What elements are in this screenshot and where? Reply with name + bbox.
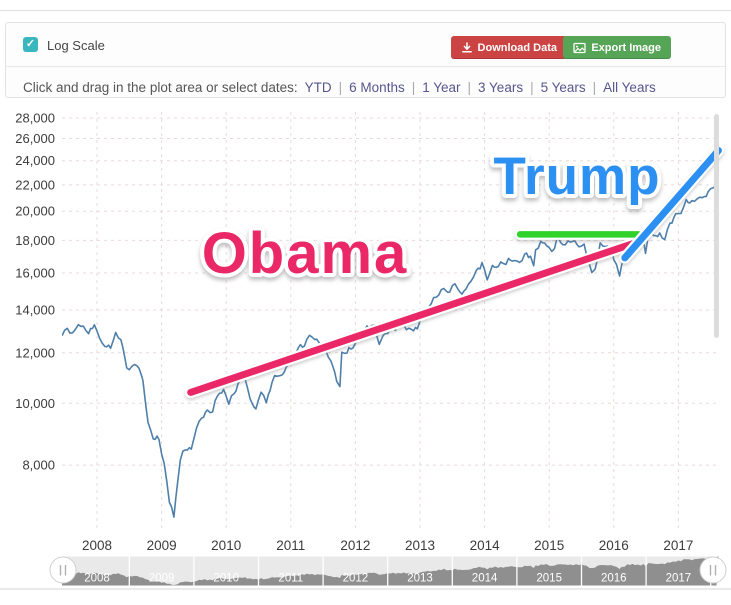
x-axis-label: 2015 [534,538,564,553]
download-icon [461,41,472,53]
range-link-6-months[interactable]: 6 Months [349,80,405,95]
navigator-area[interactable] [62,556,719,586]
navigator-year-label: 2013 [407,573,433,585]
range-link-all-years[interactable]: All Years [603,80,656,95]
log-scale-checkbox[interactable]: ✓ [23,37,38,52]
y-axis-label: 26,000 [15,131,55,146]
range-link-1-year[interactable]: 1 Year [422,80,461,95]
x-axis-label: 2008 [82,538,112,553]
range-links: YTD | 6 Months | 1 Year | 3 Years | 5 Years | All … [305,80,656,95]
log-scale-label: Log Scale [47,38,105,53]
x-axis-label: 2014 [470,538,501,553]
export-image-icon [573,42,586,53]
date-range-row: Click and drag in the plot area or selec… [23,80,656,95]
obama-trend-line-stroke [187,240,637,396]
navigator-year-label: 2017 [666,573,692,585]
trump-label: Trump [494,147,661,206]
obama-trend-line [184,237,639,399]
navigator-handle-right[interactable] [699,556,727,584]
y-axis-label: 16,000 [15,266,55,281]
y-axis-label: 18,000 [15,233,55,248]
chart-canvas: 8,000 10,000 12,000 14,000 16,000 18,000 20,00… [0,100,731,600]
navigator-year-label: 2012 [343,573,369,585]
x-axis-label: 2009 [147,538,177,553]
x-axis-label: 2013 [405,538,435,553]
y-axis-label: 12,000 [15,345,55,360]
x-axis-label: 2017 [663,538,693,553]
download-data-button[interactable]: Download Data [450,36,567,59]
y-axis-label: 28,000 [15,111,55,126]
link-separator: | [467,80,472,95]
trump-trend-line-stroke [621,147,722,262]
range-link-3-years[interactable]: 3 Years [478,80,524,95]
stock-chart: 8,000 10,000 12,000 14,000 16,000 18,000 20,00… [0,111,731,590]
date-instruction: Click and drag in the plot area or selec… [23,80,298,95]
navigator-year-label: 2008 [84,573,110,585]
navigator-year-label: 2014 [472,573,498,585]
x-axis-label: 2016 [599,538,629,553]
x-axis-label: 2011 [276,538,305,553]
link-separator: | [338,80,343,95]
link-separator: | [530,80,534,95]
y-axis-label: 24,000 [15,153,55,168]
y-axis-label: 20,000 [15,204,55,219]
range-link-ytd[interactable]: YTD [304,80,332,95]
y-axis-label: 22,000 [15,177,55,192]
navigator-year-label: 2011 [278,573,303,585]
navigator-year-label: 2009 [149,573,175,585]
top-border [0,10,731,11]
export-image-button[interactable]: Export Image [563,36,671,59]
panel-divider [6,66,725,67]
y-axis-label: 10,000 [15,396,55,411]
scrollbar-thumb[interactable] [714,114,719,338]
trump-trend-line [619,144,725,264]
navigator-year-label: 2016 [601,573,627,585]
link-separator: | [411,80,416,95]
control-panel: ✓ Log Scale Download Data Export Image C… [5,22,726,98]
x-axis-label: 2012 [340,538,370,553]
navigator-handle-left[interactable] [49,556,77,584]
export-image-label: Export Image [591,41,661,54]
download-data-label: Download Data [477,41,557,54]
obama-label: Obama [202,221,409,286]
y-axis-label: 14,000 [15,303,55,318]
range-link-5-years[interactable]: 5 Years [540,80,586,95]
x-axis-label: 2010 [211,538,241,553]
link-separator: | [592,80,597,95]
navigator-year-label: 2015 [536,573,562,585]
y-axis-label: 8,000 [22,458,55,473]
navigator-year-label: 2010 [213,573,239,585]
